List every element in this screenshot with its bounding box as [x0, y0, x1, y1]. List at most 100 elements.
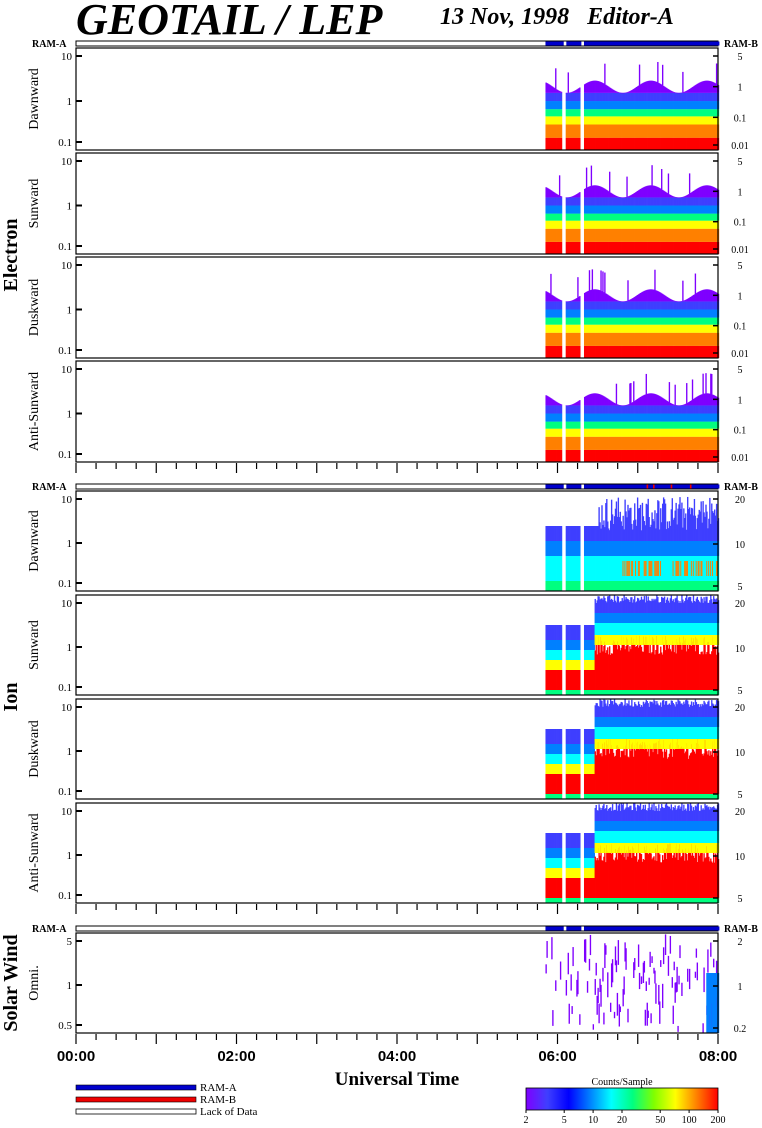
spectrogram-cell [687, 345, 690, 358]
spectrogram-cell [629, 124, 631, 138]
spectrogram-cell [556, 332, 558, 346]
ram-status-segment [670, 484, 673, 489]
spectrogram-cell [600, 101, 602, 110]
spectrogram-cell [681, 109, 683, 117]
spectrogram-cell [656, 81, 658, 93]
spectrogram-cell [688, 116, 691, 125]
spectrogram-cell [648, 428, 650, 437]
spectrogram-cell [635, 241, 638, 254]
ram-status-segment [696, 41, 699, 46]
spectrogram-cell [610, 301, 613, 310]
spectrogram-cell [635, 345, 638, 358]
spectrogram-cell [691, 301, 694, 310]
spectrogram-cell [612, 213, 615, 221]
spectrogram-cell [672, 436, 674, 450]
spectrogram-cell [662, 92, 665, 102]
spectrogram-cell [661, 109, 664, 117]
spectrogram-cell [548, 421, 550, 429]
spectrogram-cell [701, 241, 703, 254]
spectrogram-cell [672, 309, 674, 318]
spectrogram-cell [676, 309, 678, 318]
spectrogram-cell [712, 301, 714, 310]
spectrogram-cell [688, 228, 691, 242]
spectrogram-cell [575, 116, 577, 125]
spectrogram-cell [601, 317, 603, 325]
spectrogram-cell [635, 449, 637, 462]
spectrogram-cell [669, 194, 672, 198]
spectrogram-cell [687, 298, 690, 302]
ram-status-segment [664, 41, 667, 46]
spectrogram-cell [672, 332, 674, 346]
spectrogram-cell [621, 205, 623, 214]
spectrogram-cell [702, 309, 704, 318]
spectrogram-cell [578, 241, 580, 254]
spectrogram-cell [633, 332, 635, 346]
spectrogram-cell [655, 213, 657, 221]
spectrogram-cell [694, 92, 697, 102]
spectrogram-cell [631, 90, 633, 93]
spectrogram-cell [609, 301, 612, 310]
ram-status-segment [681, 41, 685, 46]
spectrogram-cell [694, 116, 697, 125]
spectrogram-cell [702, 324, 704, 333]
spectrogram-cell [621, 301, 623, 310]
spectrogram-cell [672, 428, 674, 437]
spectrogram-cell [661, 109, 663, 117]
spectrogram-cell [711, 109, 713, 117]
spectrogram-cell [673, 332, 675, 346]
spectrogram-cell [713, 301, 716, 310]
spectrogram-cell [640, 317, 643, 325]
spectrogram-cell [605, 228, 607, 242]
spectrogram-cell [611, 193, 614, 198]
spectrogram-cell [678, 241, 680, 254]
spectrogram-cell [675, 197, 677, 206]
spectrogram-cell [675, 345, 677, 358]
spectrogram-cell [593, 345, 595, 358]
spectrogram-cell [659, 345, 661, 358]
spectrogram-cell [675, 92, 677, 94]
spectrogram-cell [656, 309, 658, 318]
spectrogram-cell [552, 332, 554, 346]
spectrogram-cell [682, 137, 684, 150]
spectrogram-cell [689, 109, 692, 117]
spectrogram-cell [672, 301, 674, 310]
spectrogram-cell [679, 405, 681, 414]
spectrogram-cell [549, 101, 551, 110]
spectrogram-cell [554, 192, 556, 198]
spectrogram-cell [695, 293, 698, 302]
spectrogram-cell [643, 109, 646, 117]
spectrogram-cell [617, 205, 620, 214]
spectrogram-cell [639, 197, 642, 206]
spectrogram-cell [690, 197, 693, 206]
spectrogram-cell [675, 124, 677, 138]
spectrogram-cell [551, 101, 553, 110]
spectrogram-cell [577, 193, 579, 198]
spectrogram-cell [667, 137, 670, 150]
spectrogram-cell [558, 309, 561, 318]
spectrogram-cell [627, 109, 629, 117]
spectrogram-cell [646, 197, 648, 206]
spectrogram-cell [612, 124, 615, 138]
spectrogram-cell [556, 137, 558, 150]
spectrogram-cell [615, 383, 618, 406]
spectrogram-cell [640, 109, 643, 117]
spectrogram-cell [715, 213, 718, 221]
spectrogram-cell [573, 205, 575, 214]
spectrogram-cell [686, 101, 688, 110]
spectrogram-cell [570, 428, 572, 437]
spectrogram-cell [680, 205, 682, 214]
ram-status-segment [593, 926, 596, 931]
spectrogram-cell [687, 228, 690, 242]
spectrogram-cell [611, 109, 614, 117]
spectrogram-cell [573, 324, 575, 333]
spectrogram-cell [599, 197, 601, 206]
spectrogram-cell [616, 116, 619, 125]
spectrogram-cell [692, 92, 695, 102]
spectrogram-cell [679, 405, 681, 406]
spectrogram-cell [665, 309, 668, 318]
ram-status-segment [707, 484, 710, 489]
spectrogram-cell [559, 109, 562, 117]
spectrogram-cell [545, 228, 547, 242]
spectrogram-cell [579, 137, 581, 150]
spectrogram-cell [659, 83, 661, 93]
